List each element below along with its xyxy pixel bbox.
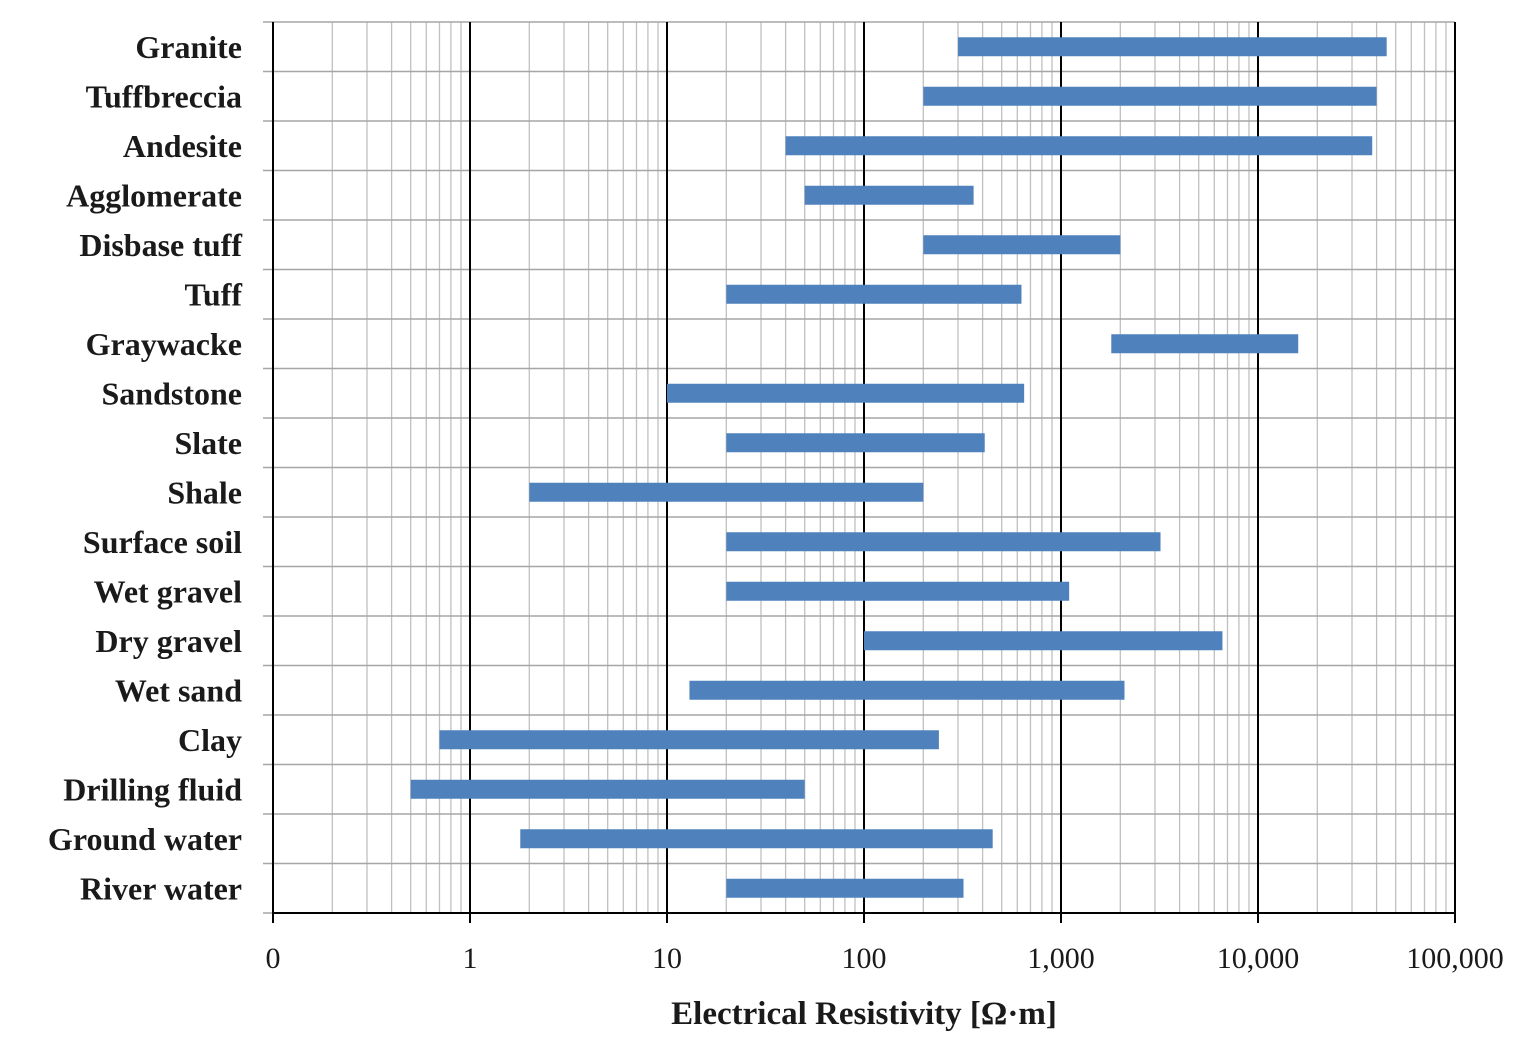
x-tick-label: 1,000 [1027, 942, 1095, 975]
category-label: River water [80, 870, 242, 906]
x-tick-label: 1 [463, 942, 478, 975]
range-bar [923, 86, 1377, 106]
x-tick-label: 100 [842, 942, 887, 975]
category-label: Graywacke [86, 326, 242, 362]
x-axis-title: Electrical Resistivity [Ω·m] [671, 996, 1057, 1032]
category-label: Granite [135, 29, 242, 65]
range-bar [785, 136, 1373, 156]
range-bar [726, 581, 1070, 601]
range-bar [957, 37, 1387, 57]
range-bar [726, 433, 985, 453]
range-bar [520, 829, 993, 849]
category-label: Drilling fluid [63, 771, 242, 807]
category-label: Surface soil [83, 524, 242, 560]
gridlines [263, 21, 1456, 923]
range-bar [410, 779, 805, 799]
range-bar [726, 532, 1161, 552]
x-tick-labels: 0 1 10 100 1,000 10,000 100,000 [266, 942, 1504, 975]
range-bar [864, 631, 1223, 651]
category-label: Slate [174, 425, 242, 461]
category-label: Andesite [123, 128, 242, 164]
category-label: Ground water [48, 821, 242, 857]
range-bar [804, 185, 974, 205]
category-label: Sandstone [102, 375, 243, 411]
axes [272, 22, 1455, 923]
category-label: Dry gravel [95, 623, 242, 659]
category-label: Shale [167, 474, 242, 510]
category-label: Agglomerate [66, 177, 242, 213]
range-bar [689, 680, 1125, 700]
category-label: Tuffbreccia [86, 78, 242, 114]
category-label: Disbase tuff [79, 227, 242, 263]
range-bar [439, 730, 939, 750]
category-label: Wet sand [115, 672, 242, 708]
range-bar [726, 284, 1022, 304]
category-label: Wet gravel [94, 573, 243, 609]
x-tick-label: 0 [266, 942, 281, 975]
x-tick-label: 10 [652, 942, 682, 975]
range-bar [667, 383, 1025, 403]
range-bar [923, 235, 1121, 255]
range-bar [1111, 334, 1299, 354]
range-bars [410, 37, 1387, 898]
category-labels: Granite Tuffbreccia Andesite Agglomerate Dis… [48, 29, 242, 907]
x-tick-label: 100,000 [1406, 942, 1504, 975]
range-bar [529, 482, 924, 502]
category-label: Clay [178, 722, 242, 758]
category-label: Tuff [184, 276, 242, 312]
x-tick-label: 10,000 [1217, 942, 1300, 975]
range-bar [726, 878, 964, 898]
